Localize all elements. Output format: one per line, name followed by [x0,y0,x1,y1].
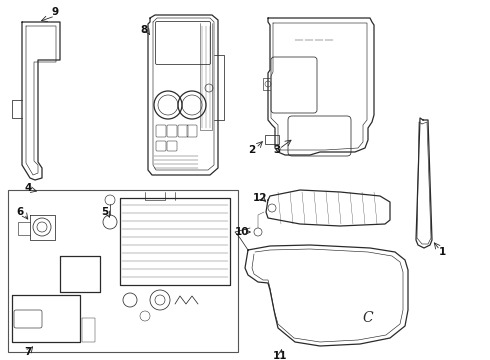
Bar [8,190,238,352]
Text: 11: 11 [273,351,287,360]
Text: C: C [363,311,373,325]
Text: 12: 12 [253,193,267,203]
Text: 5: 5 [101,207,109,217]
Text: 2: 2 [248,145,256,155]
Text: 3: 3 [273,145,281,155]
Text: 4: 4 [24,183,32,193]
Text: 10: 10 [235,227,249,237]
Bar [265,135,279,144]
Text: 9: 9 [51,7,59,17]
Text: 6: 6 [16,207,24,217]
Text: 7: 7 [24,347,32,357]
Text: 1: 1 [439,247,445,257]
Text: 8: 8 [140,25,147,35]
